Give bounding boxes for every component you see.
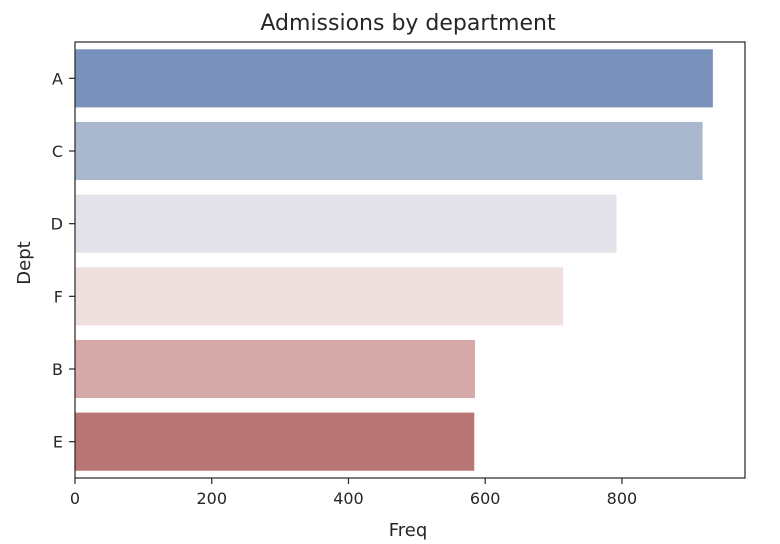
chart-title: Admissions by department (260, 11, 556, 36)
y-tick-label-D: D (51, 215, 63, 234)
y-tick-label-E: E (53, 433, 63, 452)
x-tick-label-200: 200 (196, 489, 227, 508)
bar-E (75, 412, 475, 471)
y-axis-ticks: A C D F B E (51, 69, 75, 452)
bar-D (75, 194, 617, 253)
bar-C (75, 121, 703, 181)
plot-frame (74, 41, 746, 479)
bars-group (75, 49, 713, 471)
x-tick-label-400: 400 (333, 489, 364, 508)
x-tick-label-0: 0 (70, 489, 80, 508)
x-tick-label-600: 600 (470, 489, 501, 508)
bar-B (75, 339, 475, 399)
y-tick-label-A: A (52, 69, 63, 88)
y-tick-label-F: F (54, 287, 63, 306)
bar-F (75, 267, 564, 326)
y-tick-label-C: C (52, 142, 63, 161)
y-axis-label: Dept (14, 241, 35, 284)
y-tick-label-B: B (52, 360, 63, 379)
x-axis-label: Freq (389, 520, 428, 541)
x-axis-ticks: 0 200 400 600 800 (70, 478, 637, 508)
bar-A (75, 49, 713, 108)
x-tick-label-800: 800 (607, 489, 638, 508)
